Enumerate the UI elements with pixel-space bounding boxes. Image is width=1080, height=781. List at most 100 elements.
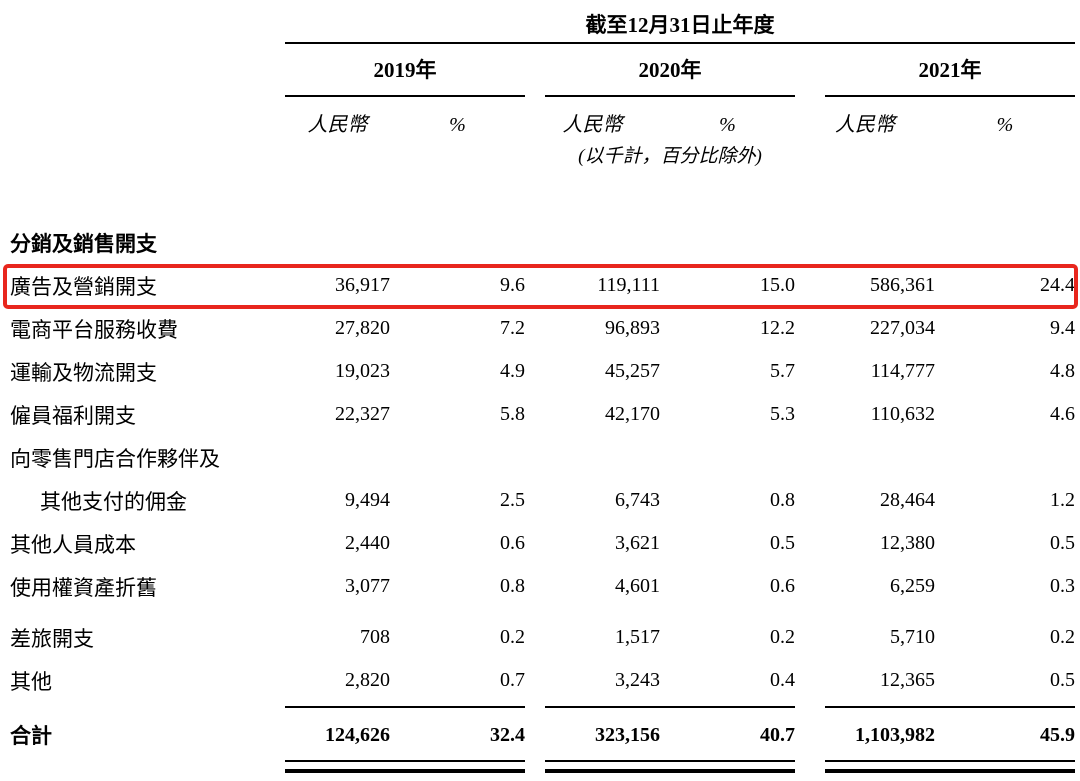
cell-rmb-2021: 114,777 — [870, 360, 935, 382]
total-pct-2019: 32.4 — [490, 723, 525, 746]
double-rule-2020 — [545, 760, 795, 773]
table-row: 廣告及營銷開支 36,917 9.6 119,111 15.0 586,361 … — [3, 264, 1080, 309]
table-row: 向零售門店合作夥伴及 — [10, 436, 1080, 479]
cell-rmb-2020: 96,893 — [605, 317, 660, 339]
cell-pct-2019: 0.7 — [500, 669, 525, 691]
year-2021: 2021年 — [918, 58, 982, 82]
double-rule-2021 — [825, 760, 1075, 773]
cell-pct-2019: 9.6 — [500, 274, 525, 296]
cell-rmb-2020: 3,621 — [615, 532, 660, 554]
cell-rmb-2021: 227,034 — [870, 317, 935, 339]
cell-pct-2019: 5.8 — [500, 403, 525, 425]
cell-rmb-2020: 45,257 — [605, 360, 660, 382]
colhead-pct-2019: % — [449, 114, 466, 136]
cell-pct-2020: 0.5 — [770, 532, 795, 554]
pre-total-rule-row — [10, 702, 1080, 712]
cell-rmb-2019: 9,494 — [345, 489, 390, 511]
cell-pct-2021: 0.5 — [1050, 532, 1075, 554]
table-row: 其他支付的佣金 9,494 2.5 6,743 0.8 28,464 1.2 — [10, 479, 1080, 522]
section-title: 分銷及銷售開支 — [10, 231, 157, 256]
cell-pct-2020: 0.8 — [770, 489, 795, 511]
cell-rmb-2019: 27,820 — [335, 317, 390, 339]
cell-rmb-2020: 6,743 — [615, 489, 660, 511]
cell-rmb-2020: 1,517 — [615, 626, 660, 648]
total-pct-2021: 45.9 — [1040, 723, 1075, 746]
row-label: 其他支付的佣金 — [40, 489, 187, 514]
year-2021-rule — [825, 94, 1075, 97]
period-title-row: 截至12月31日止年度 — [10, 6, 1080, 42]
cell-pct-2021: 1.2 — [1050, 489, 1075, 511]
cell-pct-2019: 2.5 — [500, 489, 525, 511]
row-label: 電商平台服務收費 — [10, 317, 178, 342]
colhead-pct-2021: % — [996, 114, 1014, 136]
period-rule — [285, 42, 1075, 44]
colhead-rmb-2019: 人民幣 — [307, 114, 368, 136]
period-rule-row — [10, 42, 1080, 44]
cell-pct-2021: 4.6 — [1050, 403, 1075, 425]
cell-rmb-2020: 3,243 — [615, 669, 660, 691]
colhead-rmb-2020: 人民幣 — [562, 114, 623, 136]
cell-pct-2021: 0.5 — [1050, 669, 1075, 691]
cell-pct-2019: 0.2 — [500, 626, 525, 648]
cell-pct-2020: 0.2 — [770, 626, 795, 648]
year-rules-row — [10, 94, 1080, 97]
cell-pct-2020: 5.3 — [770, 403, 795, 425]
cell-rmb-2021: 6,259 — [890, 575, 935, 597]
cell-rmb-2019: 708 — [360, 626, 390, 648]
row-label: 運輸及物流開支 — [10, 360, 157, 385]
cell-pct-2021: 4.8 — [1050, 360, 1075, 382]
cell-pct-2020: 15.0 — [760, 274, 795, 296]
years-row: 2019年 2020年 2021年 — [10, 44, 1080, 94]
table-row: 使用權資產折舊 3,077 0.8 4,601 0.6 6,259 0.3 — [10, 565, 1080, 608]
cell-pct-2020: 5.7 — [770, 360, 795, 382]
cell-pct-2020: 0.6 — [770, 575, 795, 597]
cell-rmb-2020: 119,111 — [597, 274, 660, 296]
total-rmb-2020: 323,156 — [595, 723, 660, 746]
cell-pct-2021: 9.4 — [1050, 317, 1075, 339]
cell-rmb-2020: 42,170 — [605, 403, 660, 425]
total-pct-2020: 40.7 — [760, 723, 795, 746]
total-rule-2019 — [285, 706, 525, 708]
cell-rmb-2021: 12,380 — [880, 532, 935, 554]
colhead-rmb-2021: 人民幣 — [835, 114, 895, 136]
total-row: 合計 124,626 32.4 323,156 40.7 1,103,982 4… — [10, 712, 1080, 758]
cell-pct-2019: 0.6 — [500, 532, 525, 554]
cell-rmb-2021: 110,632 — [870, 403, 935, 425]
table-row: 僱員福利開支 22,327 5.8 42,170 5.3 110,632 4.6 — [10, 393, 1080, 436]
cell-rmb-2019: 3,077 — [345, 575, 390, 597]
section-header-row: 分銷及銷售開支 — [10, 221, 1080, 264]
table-row: 電商平台服務收費 27,820 7.2 96,893 12.2 227,034 … — [10, 307, 1080, 350]
column-headers-row: 人民幣 % 人民幣 % 人民幣 % — [10, 97, 1080, 141]
total-rmb-2021: 1,103,982 — [855, 723, 935, 746]
row-label: 僱員福利開支 — [10, 403, 136, 428]
year-2019: 2019年 — [373, 58, 437, 82]
table-row: 運輸及物流開支 19,023 4.9 45,257 5.7 114,777 4.… — [10, 350, 1080, 393]
row-label: 廣告及營銷開支 — [10, 274, 157, 299]
period-title: 截至12月31日止年度 — [585, 13, 775, 37]
double-rule-2019 — [285, 760, 525, 773]
cell-pct-2021: 0.3 — [1050, 575, 1075, 597]
table-row: 差旅開支 708 0.2 1,517 0.2 5,710 0.2 — [10, 616, 1080, 659]
cell-rmb-2021: 5,710 — [890, 626, 935, 648]
cell-rmb-2021: 586,361 — [870, 274, 935, 296]
cell-rmb-2021: 28,464 — [880, 489, 935, 511]
units-note: (以千計，百分比除外) — [578, 146, 762, 167]
cell-pct-2020: 12.2 — [760, 317, 795, 339]
cell-rmb-2021: 12,365 — [880, 669, 935, 691]
spacer — [10, 175, 1080, 221]
cell-pct-2019: 4.9 — [500, 360, 525, 382]
cell-rmb-2019: 22,327 — [335, 403, 390, 425]
cell-rmb-2019: 2,440 — [345, 532, 390, 554]
year-2019-rule — [285, 94, 525, 97]
colhead-pct-2020: % — [719, 114, 736, 136]
total-rule-2021 — [825, 706, 1075, 708]
year-2020-rule — [545, 94, 795, 97]
total-rmb-2019: 124,626 — [325, 723, 390, 746]
cell-rmb-2019: 36,917 — [335, 274, 390, 296]
units-note-row: (以千計，百分比除外) — [10, 141, 1080, 175]
total-label: 合計 — [10, 724, 52, 748]
cell-rmb-2019: 2,820 — [345, 669, 390, 691]
cell-pct-2021: 24.4 — [1040, 274, 1075, 296]
cell-rmb-2020: 4,601 — [615, 575, 660, 597]
